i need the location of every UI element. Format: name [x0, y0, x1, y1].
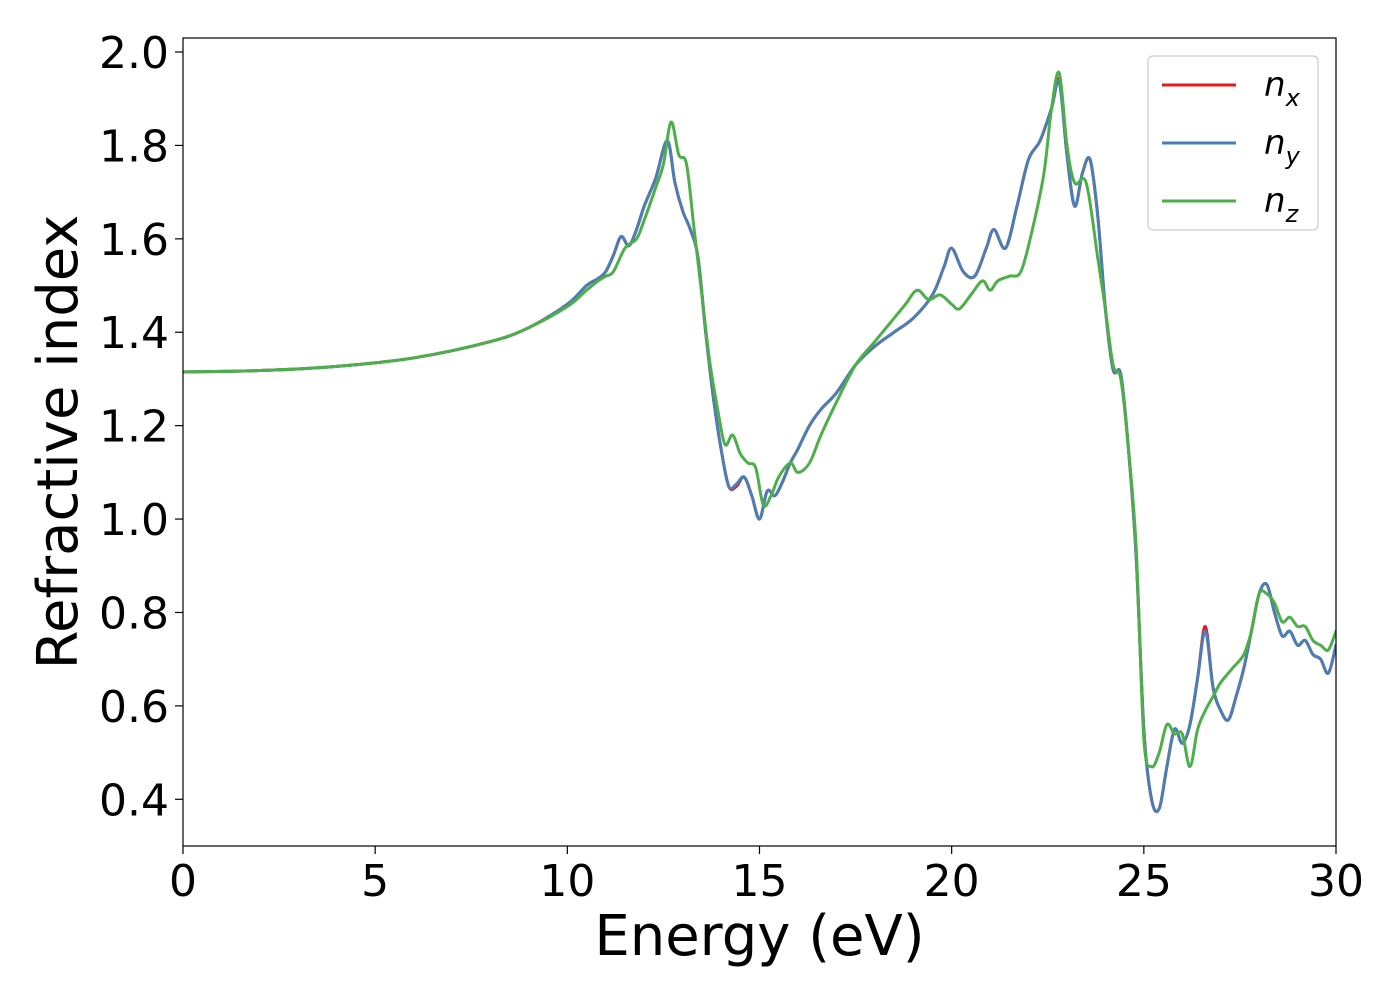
x-tick-label: 30	[1308, 856, 1364, 907]
y-tick-label: 2.0	[99, 28, 169, 79]
x-axis-ticks: 0 5 10 15 20 25 30	[169, 846, 1364, 907]
x-tick-label: 0	[169, 856, 197, 907]
y-tick-label: 1.8	[99, 121, 169, 172]
series-layer	[183, 70, 1336, 814]
y-tick-label: 0.6	[99, 682, 169, 733]
y-axis-ticks: 0.4 0.6 0.8 1.0 1.2 1.4 1.6 1.8 2.0	[99, 28, 183, 826]
y-tick-label: 0.8	[99, 588, 169, 639]
y-tick-label: 1.0	[99, 495, 169, 546]
x-tick-label: 15	[732, 856, 788, 907]
y-axis-label: Refractive index	[26, 215, 91, 670]
series-line-z	[183, 70, 1336, 769]
y-tick-label: 1.2	[99, 402, 169, 453]
x-tick-label: 5	[361, 856, 389, 907]
y-tick-label: 0.4	[99, 775, 169, 826]
x-tick-label: 10	[539, 856, 595, 907]
x-axis-label: Energy (eV)	[594, 904, 924, 969]
y-tick-label: 1.6	[99, 215, 169, 266]
y-tick-label: 1.4	[99, 308, 169, 359]
x-tick-label: 25	[1116, 856, 1172, 907]
x-tick-label: 20	[924, 856, 980, 907]
legend-label-x: nx	[1264, 65, 1301, 112]
series-line-y	[183, 79, 1336, 814]
